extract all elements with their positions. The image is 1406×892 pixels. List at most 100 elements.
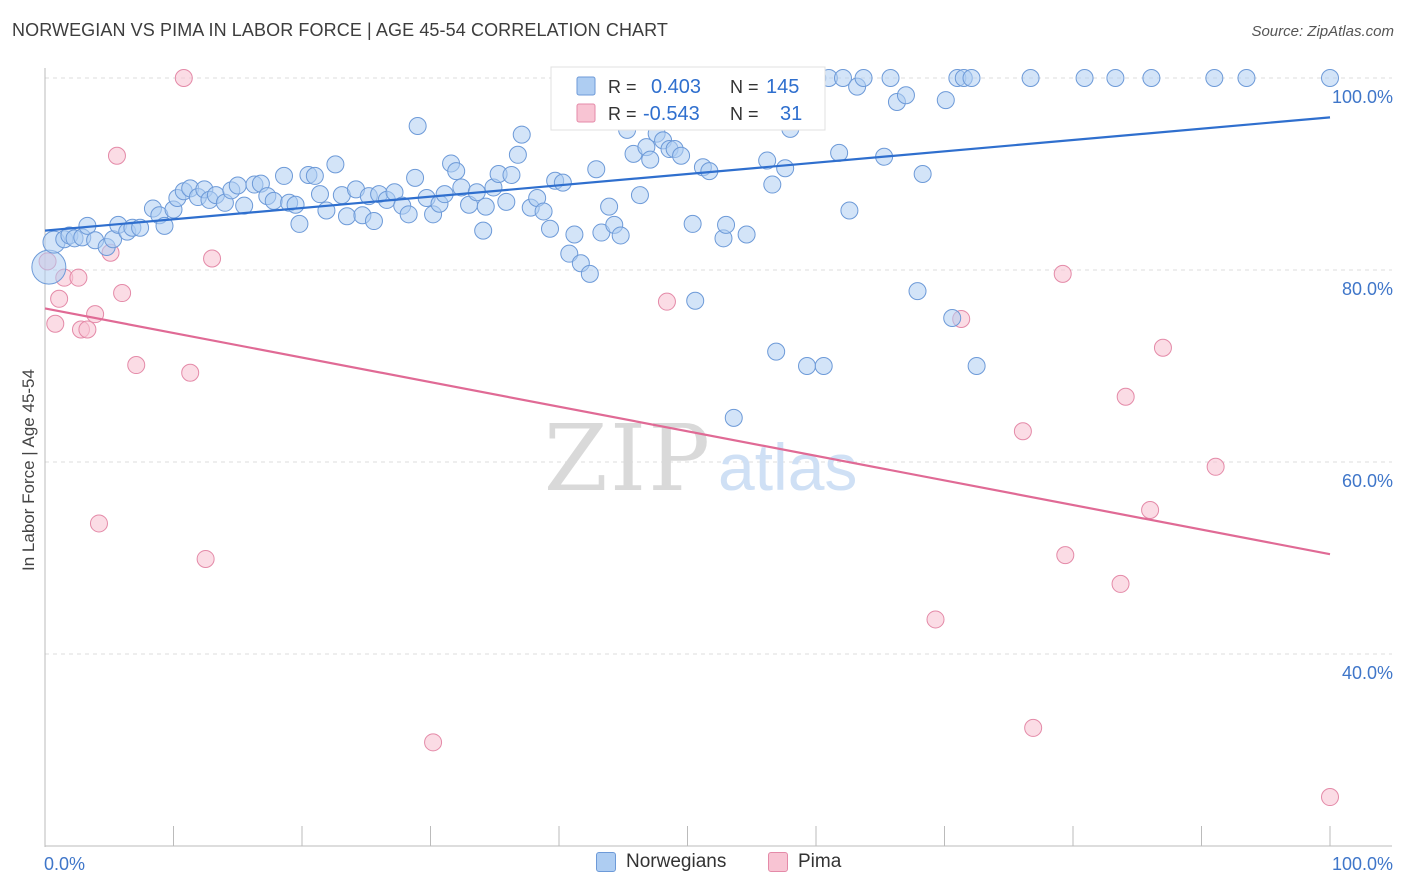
norwegian-point [305, 166, 324, 185]
pima-point [78, 320, 97, 339]
pima-point [1321, 788, 1339, 807]
norwegian-point [508, 145, 527, 164]
watermark-zip: ZIP [544, 405, 712, 512]
norwegian-point [943, 309, 962, 327]
tick-labels: 40.0% 60.0% 80.0% 100.0% 0.0% 100.0% [44, 87, 1393, 874]
norwegian-point [776, 159, 795, 178]
norwegian-point [565, 225, 584, 244]
axis-layer [44, 68, 1392, 847]
norwegian-point [683, 214, 702, 233]
legend-n-label-pima: N = [730, 104, 759, 124]
legend-n-value-pima: 31 [780, 103, 802, 125]
legend-r-value-pima: -0.543 [643, 103, 700, 125]
norwegian-point [641, 150, 660, 169]
norwegian-point [913, 165, 932, 183]
norwegian-point [1205, 69, 1224, 87]
bottom-legend: Norwegians Pima [0, 851, 1406, 879]
norwegian-point [686, 291, 705, 310]
legend-swatch-pima [576, 103, 596, 123]
norwegian-point [830, 143, 849, 162]
norwegian-point [717, 215, 736, 234]
norwegian-point [1321, 69, 1339, 87]
bottom-legend-swatch-norwegians [596, 852, 616, 872]
pima-point [46, 314, 65, 333]
norwegian-point [833, 69, 852, 87]
y-tick-label: 80.0% [1342, 279, 1393, 299]
norwegian-point [560, 244, 579, 263]
pima-point [89, 514, 108, 533]
norwegian-point [580, 264, 599, 283]
norwegian-point [814, 357, 833, 375]
chart-source: Source: ZipAtlas.com [1251, 23, 1394, 40]
chart-title: NORWEGIAN VS PIMA IN LABOR FORCE | AGE 4… [12, 20, 669, 40]
pima-trend-line [44, 307, 1331, 556]
pima-point [1053, 264, 1072, 283]
norwegian-point [476, 197, 495, 216]
norwegian-point [1142, 69, 1161, 87]
norwegian-point [881, 69, 900, 87]
norwegian-point [310, 185, 329, 204]
norwegian-point [155, 216, 174, 235]
norwegian-point [763, 175, 782, 194]
norwegian-point [962, 69, 981, 87]
norwegian-point [587, 160, 606, 179]
pima-point [69, 268, 88, 287]
legend-r-label-pima: R = [608, 104, 637, 124]
norwegian-point [840, 201, 859, 220]
norwegian-trend-line [44, 116, 1331, 232]
norwegian-point [275, 166, 294, 185]
pima-point [50, 289, 69, 308]
x-tick-label: 0.0% [44, 854, 85, 874]
pima-point [1141, 501, 1160, 519]
pima-point [1153, 338, 1172, 357]
norwegian-point [399, 205, 418, 224]
pima-point [1013, 422, 1032, 441]
norwegian-point [758, 151, 777, 170]
norwegian-point [737, 225, 756, 244]
norwegian-point [672, 146, 691, 165]
norwegian-point [31, 249, 67, 285]
norwegian-point [630, 186, 649, 205]
pima-point [174, 69, 193, 87]
norwegian-point [474, 221, 493, 240]
trend-lines [44, 116, 1331, 556]
bottom-legend-label-norwegians: Norwegians [626, 851, 727, 872]
norwegian-point [326, 155, 345, 174]
norwegian-point [1075, 69, 1094, 87]
pima-point [203, 249, 222, 268]
norwegian-point [290, 214, 309, 233]
norwegian-point [497, 192, 516, 211]
pima-point [926, 610, 945, 629]
pima-point [196, 549, 215, 568]
pima-point [424, 733, 443, 752]
norwegian-point [408, 117, 427, 135]
legend-swatch-norwegians [576, 76, 596, 96]
pima-point [113, 284, 132, 303]
bottom-legend-swatch-pima [768, 852, 788, 872]
norwegian-point [534, 202, 553, 221]
norwegian-point [512, 125, 531, 144]
norwegian-point [337, 207, 356, 226]
norwegian-point [1106, 69, 1125, 87]
legend-n-value-norwegians: 145 [766, 76, 799, 98]
norwegian-point [286, 195, 305, 214]
norwegian-point [406, 168, 425, 187]
grid-layer [45, 77, 1392, 655]
pima-point [1111, 574, 1130, 593]
pima-point [127, 356, 146, 375]
norwegian-point [896, 86, 915, 105]
norwegian-point [447, 162, 466, 181]
legend-r-value-norwegians: 0.403 [651, 76, 701, 98]
pima-point [1206, 457, 1225, 476]
norwegian-point [854, 69, 873, 87]
y-tick-label: 60.0% [1342, 471, 1393, 491]
norwegian-point [936, 91, 955, 110]
legend-box: R = 0.403 N = 145 R = -0.543 N = 31 [550, 66, 826, 131]
pima-point [657, 292, 676, 311]
norwegian-point [600, 197, 619, 216]
norwegian-point [541, 219, 560, 238]
norwegian-point [767, 342, 786, 361]
norwegian-point [798, 357, 817, 375]
pima-point [181, 363, 200, 382]
